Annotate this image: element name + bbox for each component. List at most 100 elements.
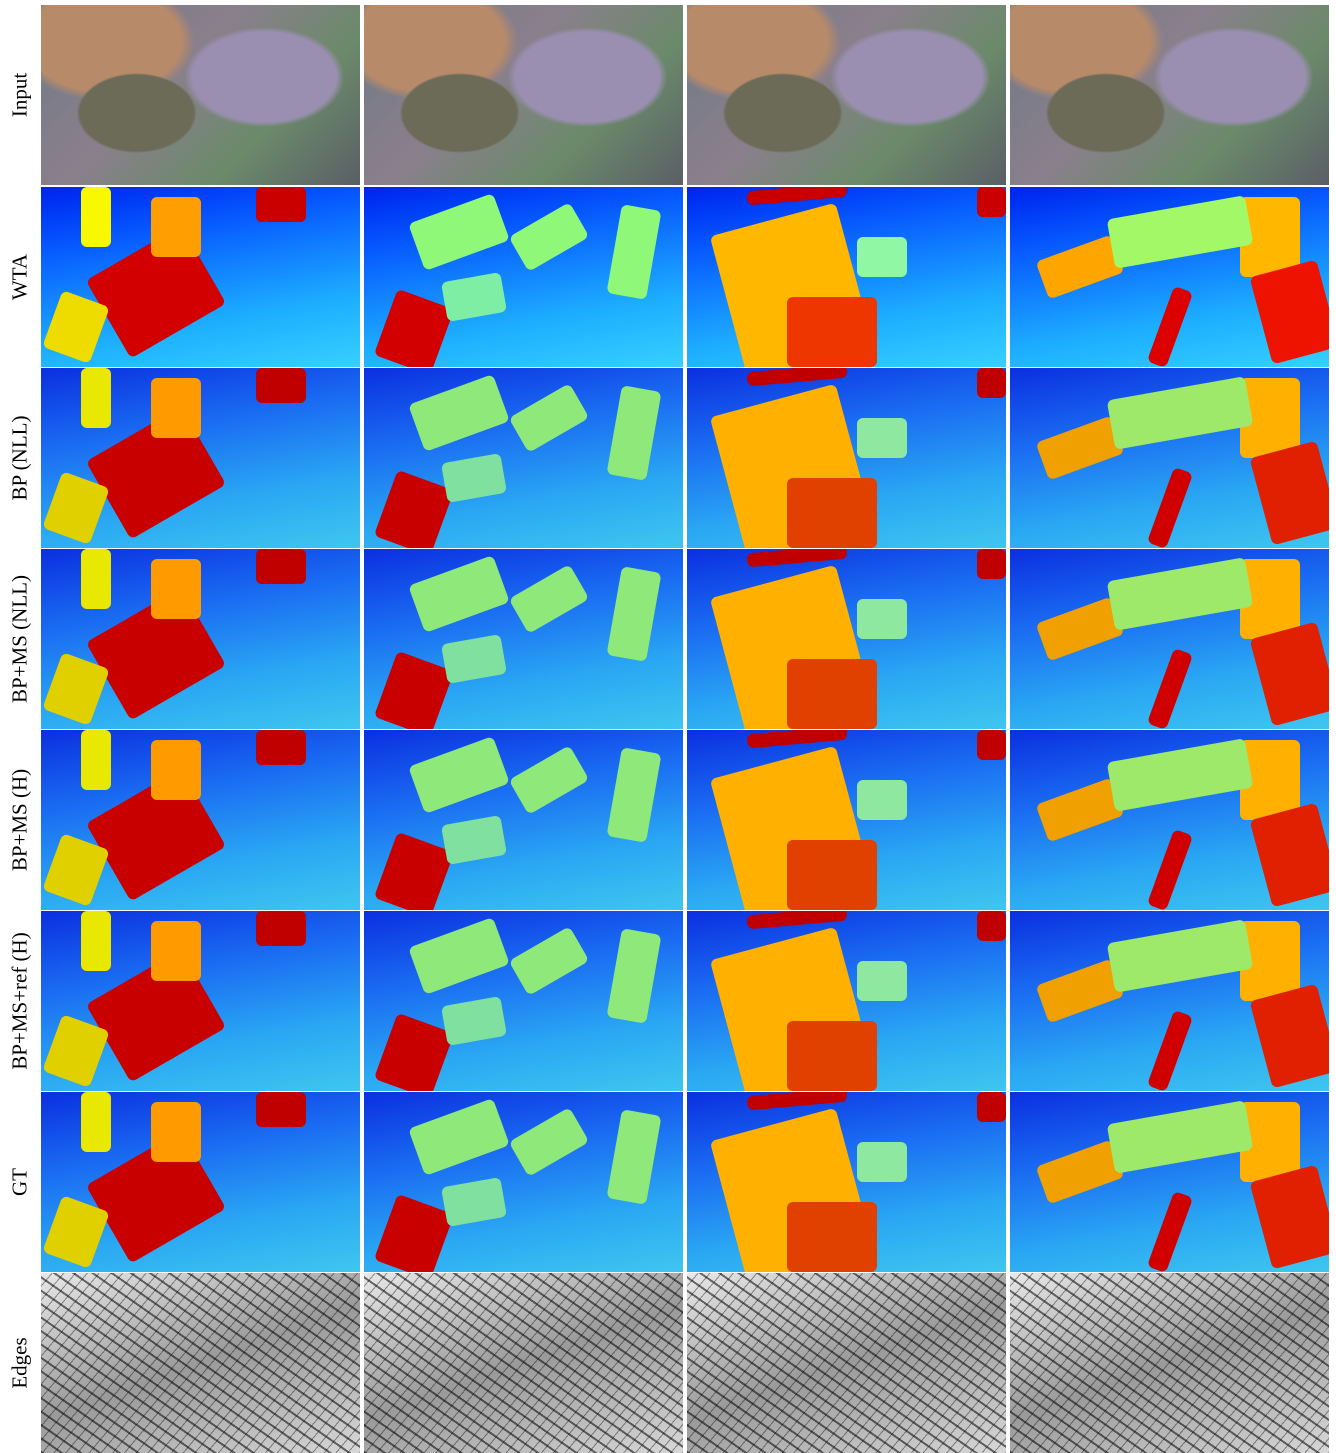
depth-region: [151, 559, 201, 619]
depth-region: [256, 730, 306, 765]
depth-region: [441, 634, 507, 684]
depth-region: [787, 840, 877, 910]
depth-region: [151, 921, 201, 981]
depth-image: [1010, 187, 1329, 367]
figure-row: BP (NLL): [0, 368, 1336, 548]
depth-region: [1147, 829, 1193, 910]
depth-region: [81, 730, 111, 790]
row-label-cell: WTA: [0, 187, 40, 367]
depth-region: [509, 383, 590, 453]
row-label: BP+MS (NLL): [8, 575, 33, 703]
edges-image: [1010, 1273, 1329, 1453]
depth-region: [747, 187, 848, 205]
depth-region: [509, 1107, 590, 1177]
depth-region: [81, 911, 111, 971]
depth-region: [787, 297, 877, 367]
input-image: [1010, 5, 1329, 185]
depth-image: [41, 187, 360, 367]
depth-region: [1107, 557, 1254, 631]
depth-region: [374, 651, 454, 729]
depth-region: [256, 549, 306, 584]
depth-region: [747, 1092, 848, 1110]
row-label-cell: BP (NLL): [0, 368, 40, 548]
figure: Input WTA BP (NLL) BP+MS (NLL) BP+MS (H) BP+M…: [0, 0, 1336, 1452]
depth-region: [1147, 648, 1193, 729]
figure-row: Input: [0, 5, 1336, 185]
depth-region: [857, 237, 907, 277]
depth-region: [81, 368, 111, 428]
depth-region: [747, 911, 848, 929]
depth-region: [81, 549, 111, 609]
depth-region: [747, 730, 848, 748]
row-label-cell: Edges: [0, 1273, 40, 1453]
depth-region: [374, 1194, 454, 1272]
depth-region: [977, 368, 1006, 398]
depth-region: [857, 418, 907, 458]
row-label-cell: BP+MS (NLL): [0, 549, 40, 729]
depth-region: [606, 566, 661, 662]
row-label-cell: BP+MS+ref (H): [0, 911, 40, 1091]
depth-image: [364, 368, 683, 548]
figure-row: GT: [0, 1092, 1336, 1272]
depth-region: [1107, 919, 1254, 993]
depth-region: [1250, 803, 1329, 908]
depth-region: [1147, 1191, 1193, 1272]
depth-image: [364, 549, 683, 729]
row-label: BP+MS+ref (H): [8, 932, 33, 1069]
depth-region: [408, 193, 510, 271]
row-label: Edges: [8, 1337, 33, 1388]
depth-region: [408, 736, 510, 814]
depth-region: [256, 368, 306, 403]
depth-region: [1107, 376, 1254, 450]
depth-region: [256, 1092, 306, 1127]
depth-region: [408, 917, 510, 995]
figure-row: BP+MS (NLL): [0, 549, 1336, 729]
depth-region: [374, 289, 454, 367]
input-image: [41, 5, 360, 185]
figure-row: BP+MS (H): [0, 730, 1336, 910]
depth-image: [1010, 549, 1329, 729]
row-label: BP+MS (H): [8, 769, 33, 871]
depth-region: [857, 599, 907, 639]
depth-region: [441, 996, 507, 1046]
depth-image: [1010, 911, 1329, 1091]
depth-region: [509, 202, 590, 272]
depth-image: [687, 187, 1006, 367]
depth-region: [747, 368, 848, 386]
depth-image: [1010, 368, 1329, 548]
depth-region: [1250, 622, 1329, 727]
edges-image: [687, 1273, 1006, 1453]
row-label: Input: [8, 73, 33, 117]
depth-image: [41, 368, 360, 548]
depth-region: [1107, 1100, 1254, 1174]
depth-image: [364, 730, 683, 910]
depth-region: [256, 911, 306, 946]
depth-image: [41, 549, 360, 729]
row-label: GT: [8, 1168, 33, 1196]
depth-region: [787, 659, 877, 729]
depth-region: [256, 187, 306, 222]
depth-region: [787, 1202, 877, 1272]
depth-image: [364, 1092, 683, 1272]
depth-region: [81, 187, 111, 247]
figure-row: BP+MS+ref (H): [0, 911, 1336, 1091]
depth-image: [41, 1092, 360, 1272]
row-label: WTA: [8, 254, 33, 300]
depth-region: [374, 1013, 454, 1091]
depth-region: [441, 272, 507, 322]
input-image: [687, 5, 1006, 185]
depth-region: [509, 564, 590, 634]
depth-region: [857, 780, 907, 820]
depth-region: [509, 745, 590, 815]
depth-region: [151, 378, 201, 438]
depth-region: [606, 385, 661, 481]
depth-region: [787, 478, 877, 548]
depth-region: [151, 740, 201, 800]
depth-region: [857, 961, 907, 1001]
depth-region: [606, 928, 661, 1024]
edges-image: [41, 1273, 360, 1453]
depth-region: [747, 549, 848, 567]
depth-region: [408, 374, 510, 452]
depth-region: [857, 1142, 907, 1182]
depth-region: [977, 187, 1006, 217]
